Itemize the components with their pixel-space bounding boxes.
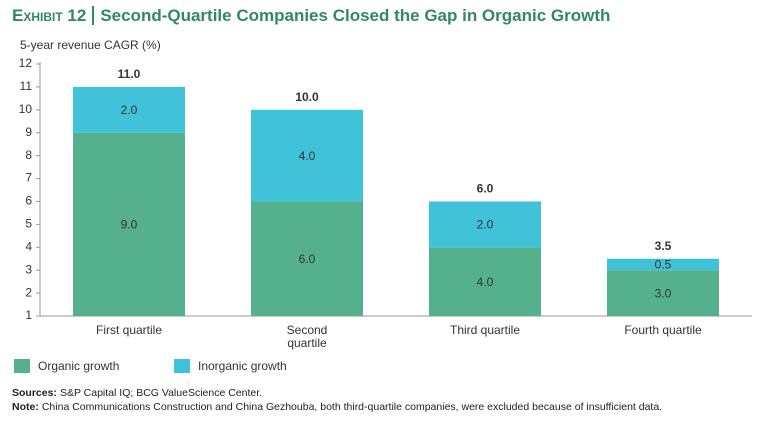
- y-axis-label: 5-year revenue CAGR (%): [20, 38, 161, 52]
- legend-label: Organic growth: [38, 359, 119, 373]
- value-label: 4.0: [477, 275, 494, 289]
- note: Note: China Communications Construction a…: [12, 401, 662, 413]
- y-tick-label: 7: [25, 171, 32, 185]
- y-tick-label: 10: [19, 102, 33, 116]
- title: Exhibit 12 Second-Quartile Companies Clos…: [12, 6, 610, 26]
- bar-segment: [429, 201, 541, 248]
- value-label: 4.0: [299, 149, 316, 163]
- bar-segment: [607, 258, 719, 271]
- exhibit-number: Exhibit 12: [12, 6, 95, 25]
- y-tick-label: 9: [25, 125, 32, 139]
- note-text: China Communications Construction and Ch…: [41, 401, 663, 413]
- note-label: Note:: [12, 401, 39, 413]
- y-tick-label: 12: [19, 56, 33, 70]
- value-label: 2.0: [121, 103, 138, 117]
- bar-segment: [251, 201, 363, 316]
- legend-swatch: [14, 359, 30, 373]
- total-label: 11.0: [118, 67, 141, 81]
- sources: Sources: S&P Capital IQ; BCG ValueScience…: [12, 387, 262, 399]
- y-tick-label: 6: [25, 194, 32, 208]
- sources-label: Sources:: [12, 387, 57, 399]
- total-label: 3.5: [655, 239, 672, 253]
- y-tick-label: 3: [25, 262, 32, 276]
- y-tick-label: 8: [25, 148, 32, 162]
- y-tick-label: 4: [25, 239, 32, 253]
- total-label: 10.0: [295, 90, 319, 104]
- value-label: 9.0: [121, 218, 138, 232]
- x-tick-label: Fourth quartile: [624, 323, 702, 337]
- sources-text: S&P Capital IQ; BCG ValueScience Center.: [59, 387, 263, 399]
- y-tick-label: 11: [20, 79, 33, 93]
- value-label: 2.0: [477, 218, 494, 232]
- bar-segment: [429, 247, 541, 316]
- legend-swatch: [174, 359, 190, 373]
- legend-label: Inorganic growth: [198, 359, 287, 373]
- chart-title: Second-Quartile Companies Closed the Gap…: [100, 6, 611, 25]
- total-label: 6.0: [477, 182, 494, 196]
- value-label: 0.5: [655, 258, 672, 272]
- x-tick-label: Second quartile: [286, 323, 328, 350]
- x-tick-label: Third quartile: [449, 323, 521, 337]
- y-tick-label: 5: [25, 217, 32, 231]
- bar-segment: [73, 86, 185, 133]
- value-label: 6.0: [299, 252, 316, 266]
- bar-segment: [73, 132, 185, 316]
- y-tick-label: 1: [25, 308, 32, 322]
- x-tick-label: First quartile: [95, 323, 163, 337]
- bar-segment: [251, 109, 363, 202]
- bar-segment: [607, 270, 719, 316]
- value-label: 3.0: [655, 286, 672, 300]
- y-tick-label: 2: [25, 285, 32, 299]
